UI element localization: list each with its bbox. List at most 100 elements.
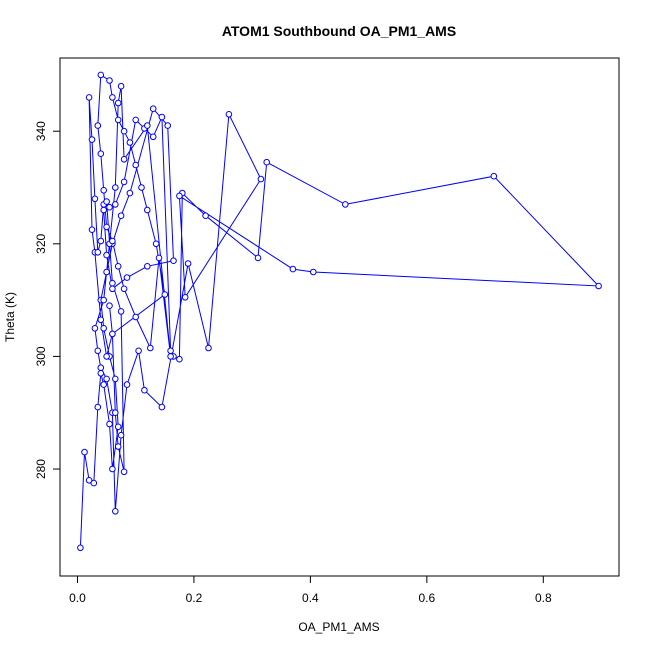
data-point — [149, 105, 157, 112]
data-point — [94, 122, 102, 129]
data-point — [103, 251, 110, 259]
data-point — [123, 274, 131, 281]
data-point — [120, 468, 128, 476]
plot-frame — [59, 57, 620, 577]
data-point — [100, 325, 107, 332]
data-point — [100, 381, 107, 388]
y-tick-label: 280 — [34, 459, 48, 479]
data-point — [109, 465, 116, 473]
x-tick-label: 0.2 — [186, 591, 203, 605]
data-point — [100, 206, 107, 214]
data-series — [77, 71, 602, 552]
y-tick-label: 340 — [34, 121, 48, 141]
data-point — [88, 136, 96, 143]
data-point — [103, 268, 110, 276]
data-point — [120, 127, 128, 135]
data-point — [94, 403, 102, 411]
data-point — [144, 206, 151, 214]
data-point — [158, 113, 166, 121]
data-point — [342, 201, 349, 208]
data-point — [77, 544, 84, 552]
y-tick-label: 320 — [34, 233, 48, 253]
data-point — [112, 201, 119, 208]
data-point — [117, 431, 125, 439]
data-point — [100, 296, 107, 304]
data-point — [176, 355, 183, 363]
data-point — [106, 203, 113, 211]
data-point — [147, 344, 154, 352]
data-point — [167, 347, 174, 355]
data-point — [114, 263, 122, 270]
data-point — [138, 184, 145, 191]
data-point — [109, 285, 116, 293]
data-point — [257, 175, 265, 183]
chart-title: ATOM1 Southbound OA_PM1_AMS — [222, 23, 456, 39]
series-line — [79, 74, 600, 548]
data-point — [94, 347, 102, 355]
data-point — [152, 240, 160, 248]
data-point — [117, 212, 125, 219]
data-point — [202, 212, 209, 219]
data-point — [132, 161, 139, 169]
data-point — [176, 192, 183, 200]
data-point — [109, 330, 116, 338]
data-point — [205, 344, 212, 352]
data-point — [106, 77, 113, 84]
data-point — [132, 313, 139, 321]
data-point — [184, 260, 192, 267]
data-point — [170, 257, 177, 265]
data-point — [106, 420, 113, 428]
data-point — [117, 308, 125, 315]
data-point — [103, 353, 110, 360]
data-point — [91, 195, 99, 203]
y-axis-label: Theta (K) — [3, 292, 17, 342]
data-point — [135, 347, 142, 355]
data-point — [114, 423, 122, 431]
data-point — [120, 156, 128, 163]
data-point — [123, 381, 131, 388]
data-point — [595, 282, 602, 290]
data-point — [91, 325, 99, 332]
data-point — [97, 71, 105, 79]
data-point — [103, 223, 110, 231]
x-tick-label: 0.6 — [419, 591, 436, 605]
data-point — [117, 82, 125, 90]
data-point — [97, 370, 105, 377]
data-point — [112, 184, 119, 191]
data-point — [263, 158, 271, 166]
data-point — [158, 403, 166, 411]
data-point — [167, 353, 174, 360]
data-point — [132, 116, 139, 124]
data-point — [81, 448, 88, 456]
data-point — [112, 409, 119, 417]
data-point — [109, 237, 116, 245]
x-axis-label: OA_PM1_AMS — [298, 620, 379, 634]
data-point — [254, 254, 262, 262]
data-point — [114, 99, 122, 107]
data-point — [103, 198, 110, 205]
data-point — [310, 268, 317, 276]
data-point — [164, 122, 171, 129]
data-point — [126, 189, 134, 197]
data-point — [88, 226, 96, 233]
x-tick-label: 0.8 — [535, 591, 552, 605]
data-point — [289, 265, 297, 273]
data-point — [120, 285, 128, 293]
data-point — [97, 316, 105, 324]
data-point — [490, 172, 498, 180]
data-point — [126, 139, 134, 146]
data-point — [109, 279, 116, 287]
y-tick-label: 300 — [34, 346, 48, 366]
data-point — [94, 249, 102, 256]
data-point — [97, 150, 105, 157]
data-point — [114, 116, 122, 124]
data-point — [85, 477, 93, 484]
data-point — [112, 375, 119, 383]
data-point — [155, 254, 163, 262]
axes: 0.0 0.2 0.4 0.6 0.8 280 300 320 340 — [34, 121, 552, 605]
x-tick-label: 0.4 — [302, 591, 319, 605]
data-point — [112, 508, 119, 515]
data-point — [103, 375, 110, 383]
data-point — [141, 386, 148, 394]
